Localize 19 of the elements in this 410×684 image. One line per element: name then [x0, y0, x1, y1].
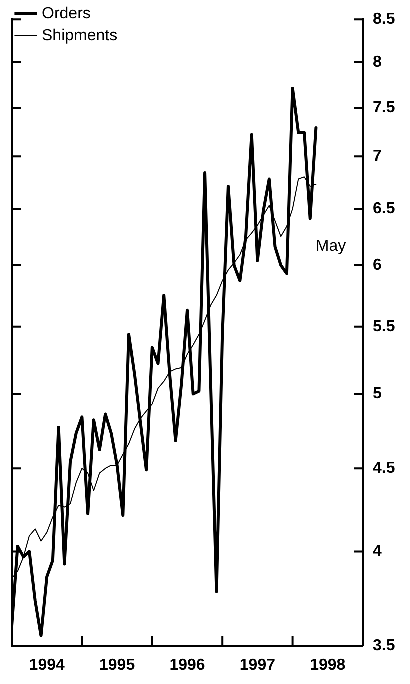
y-tick-label: 6 — [373, 256, 382, 274]
x-tick-label: 1994 — [29, 657, 65, 674]
y-tick-label: 3.5 — [373, 637, 396, 654]
y-tick-label: 7.5 — [373, 99, 396, 116]
y-tick-label: 4 — [373, 543, 382, 560]
x-tick-label: 1997 — [240, 657, 276, 674]
y-tick-label: 4.5 — [373, 460, 396, 477]
legend-label: Orders — [42, 5, 91, 22]
y-tick-label: 5.5 — [373, 318, 396, 336]
x-tick-label: 1995 — [100, 657, 136, 674]
x-tick-label: 1998 — [310, 657, 346, 674]
x-tick-label: 1996 — [170, 657, 206, 674]
annotation: May — [316, 238, 346, 256]
legend-label: Shipments — [42, 27, 118, 44]
y-tick-label: 6.5 — [373, 200, 396, 218]
y-tick-label: 5 — [373, 386, 382, 403]
y-tick-label: 7 — [373, 148, 382, 166]
y-tick-label: 8 — [373, 54, 382, 71]
y-tick-label: 8.5 — [373, 11, 396, 28]
